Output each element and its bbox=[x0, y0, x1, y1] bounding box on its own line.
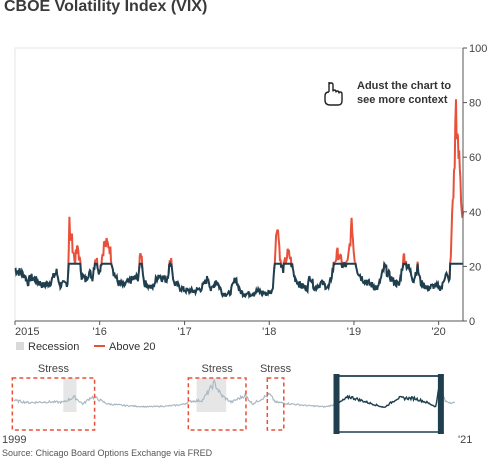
navigator-left-handle[interactable] bbox=[333, 374, 340, 434]
series-vix-line bbox=[14, 260, 463, 300]
stress-box bbox=[266, 377, 285, 431]
navigator-selected-line bbox=[336, 382, 442, 408]
x-tick-label: '19 bbox=[347, 326, 361, 338]
legend-above-20-label: Above 20 bbox=[109, 341, 155, 353]
legend-recession-swatch bbox=[16, 342, 24, 350]
source-note: Source: Chicago Board Options Exchange v… bbox=[2, 448, 213, 458]
x-tick-label: '17 bbox=[177, 326, 191, 338]
stress-box bbox=[11, 377, 96, 431]
annotation-line-2: see more context bbox=[357, 94, 448, 106]
y-tick-label: 80 bbox=[469, 98, 481, 110]
x-tick-label: '16 bbox=[93, 326, 107, 338]
chart-title: CBOE Volatility Index (VIX) bbox=[4, 0, 208, 15]
x-tick-label: 2015 bbox=[15, 326, 39, 338]
y-tick-label: 20 bbox=[469, 261, 481, 273]
y-tick-label: 40 bbox=[469, 207, 481, 219]
navigator-right-handle[interactable] bbox=[437, 374, 444, 434]
annotation-line-1: Adust the chart to bbox=[357, 80, 451, 92]
hand-outline bbox=[324, 82, 343, 106]
y-tick-label: 60 bbox=[469, 152, 481, 164]
stress-label: Stress bbox=[202, 363, 234, 375]
stress-label: Stress bbox=[38, 363, 70, 375]
y-tick-label: 100 bbox=[469, 43, 487, 55]
y-tick-label: 0 bbox=[469, 316, 475, 328]
stress-box bbox=[187, 377, 247, 431]
legend-recession-label: Recession bbox=[28, 341, 79, 353]
stress-label: Stress bbox=[260, 363, 292, 375]
navigator-recession-band bbox=[63, 378, 77, 412]
pointing-hand-icon bbox=[324, 82, 343, 106]
x-tick-label: '20 bbox=[431, 326, 445, 338]
navigator-start-label: 1999 bbox=[2, 434, 26, 446]
x-tick-label: '18 bbox=[262, 326, 276, 338]
navigator-end-label: '21 bbox=[458, 434, 472, 446]
series-above-20-line bbox=[67, 99, 464, 280]
